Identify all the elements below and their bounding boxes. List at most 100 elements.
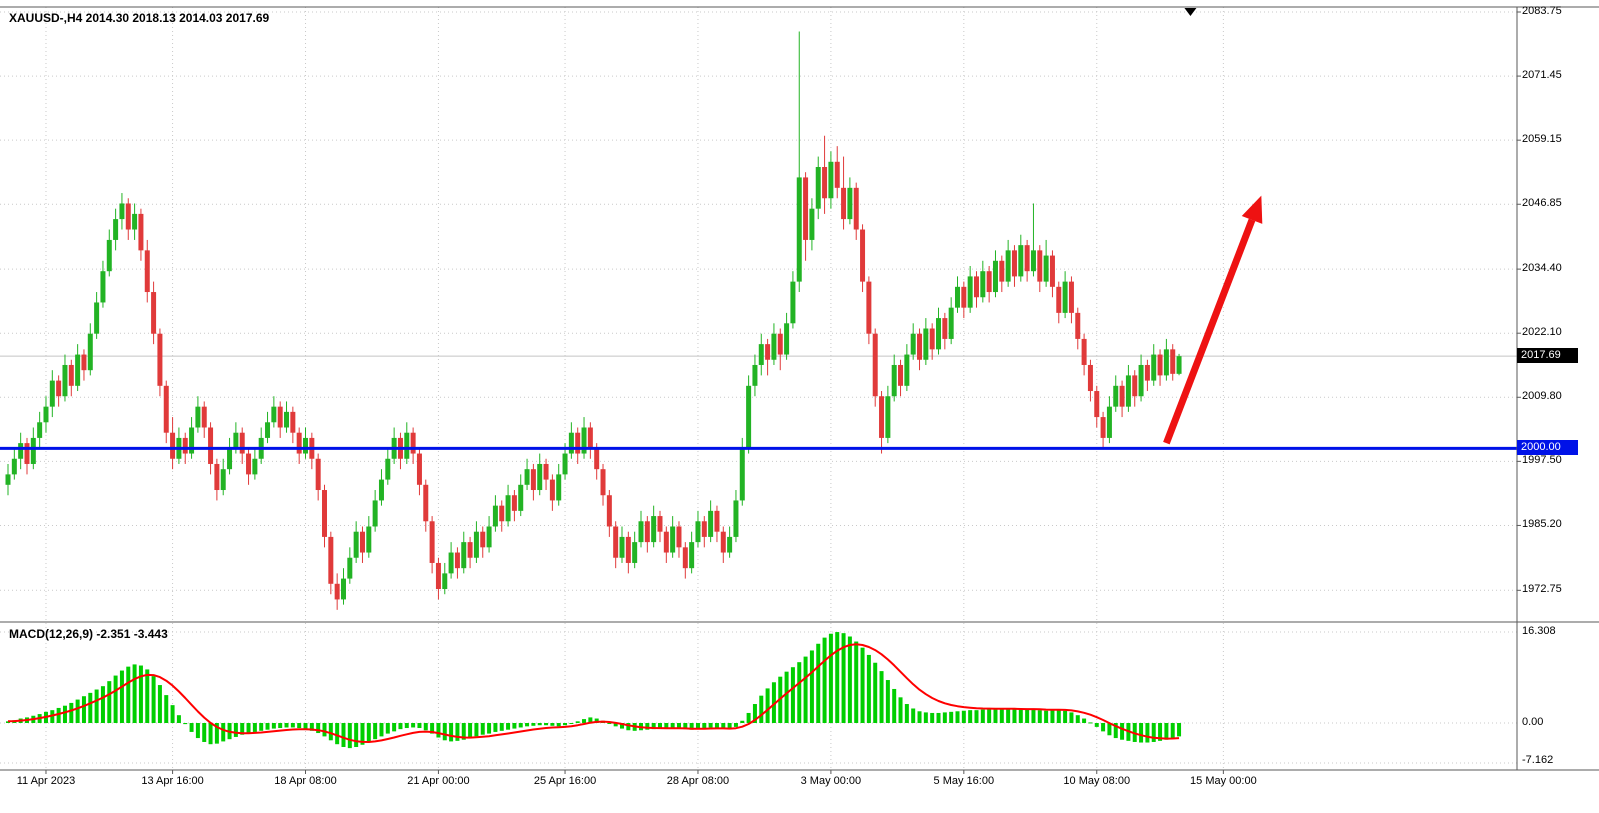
candle-bear — [973, 276, 979, 298]
candle-bear — [1119, 385, 1125, 407]
candle-bear — [499, 505, 505, 522]
trend-arrow-shaft[interactable] — [1163, 218, 1256, 445]
candle-bear — [600, 469, 606, 496]
macd-histogram-bar — [316, 723, 321, 734]
macd-histogram-bar — [828, 633, 833, 723]
macd-histogram-bar — [126, 666, 131, 723]
macd-histogram-bar — [411, 723, 416, 728]
macd-histogram-bar — [987, 709, 992, 723]
candle-bull — [739, 448, 745, 501]
candle-bear — [549, 479, 555, 501]
candle-bull — [233, 432, 239, 449]
macd-signal-line — [7, 643, 1180, 743]
macd-histogram-bar — [1088, 722, 1093, 724]
macd-histogram-bar — [145, 669, 150, 723]
macd-histogram-bar — [892, 688, 897, 723]
candle-bull — [891, 364, 897, 397]
macd-histogram-bar — [917, 711, 922, 723]
candle-bear — [860, 229, 866, 282]
candle-bull — [1176, 356, 1182, 374]
candle-bear — [201, 406, 207, 428]
candle-bear — [170, 432, 176, 459]
candle-bull — [1125, 375, 1131, 407]
candle-bear — [999, 260, 1005, 282]
candle-bear — [144, 250, 150, 293]
candle-bear — [898, 364, 904, 386]
candle-bull — [1062, 281, 1068, 313]
macd-histogram-bar — [1164, 723, 1169, 740]
macd-histogram-bar — [790, 667, 795, 723]
candle-bear — [942, 318, 948, 339]
macd-histogram-bar — [923, 712, 928, 723]
candle-bear — [644, 521, 650, 543]
macd-histogram-bar — [385, 723, 390, 734]
candle-bull — [733, 500, 739, 537]
macd-histogram-bar — [670, 723, 675, 729]
macd-histogram-bar — [1120, 723, 1125, 740]
macd-histogram-bar — [284, 723, 289, 728]
macd-histogram-bar — [493, 723, 498, 732]
time-axis-label: 15 May 00:00 — [1190, 775, 1257, 787]
chart-shift-marker-icon[interactable] — [1184, 8, 1197, 16]
candle-bear — [454, 552, 460, 569]
candle-bull — [796, 177, 802, 282]
candle-bull — [189, 427, 195, 454]
candle-bear — [765, 344, 771, 360]
candle-bear — [290, 411, 296, 433]
candle-bear — [872, 333, 878, 397]
candle-bear — [1011, 250, 1017, 277]
macd-histogram-bar — [626, 723, 631, 731]
macd-histogram-bar — [866, 654, 871, 723]
candle-bull — [252, 458, 258, 475]
macd-histogram-bar — [455, 723, 460, 741]
candle-bull — [18, 443, 24, 459]
macd-histogram-bar — [727, 723, 732, 730]
candle-bear — [1094, 391, 1100, 418]
candle-bear — [246, 453, 252, 475]
candle-bear — [359, 531, 365, 553]
candle-bear — [296, 432, 302, 454]
macd-histogram-bar — [518, 723, 523, 728]
macd-histogram-bar — [436, 723, 441, 738]
macd-histogram-bar — [841, 633, 846, 723]
candle-bull — [815, 166, 821, 209]
macd-histogram-bar — [689, 723, 694, 730]
candle-bull — [784, 323, 790, 355]
candle-bear — [68, 364, 74, 386]
macd-histogram-bar — [930, 712, 935, 723]
macd-histogram-bar — [240, 723, 245, 735]
macd-histogram-bar — [803, 656, 808, 723]
macd-histogram-bar — [936, 712, 941, 723]
candle-bear — [714, 510, 720, 532]
candle-bear — [1068, 281, 1074, 313]
time-axis-label: 28 Apr 08:00 — [666, 775, 730, 787]
macd-histogram-bar — [347, 723, 352, 749]
macd-histogram-bar — [809, 650, 814, 723]
macd-histogram-bar — [170, 705, 175, 723]
macd-histogram-bar — [335, 723, 340, 745]
macd-histogram-bar — [816, 643, 821, 723]
candle-bear — [530, 469, 536, 491]
candle-bear — [315, 458, 321, 491]
trend-arrow-head[interactable] — [1241, 195, 1263, 224]
macd-histogram-bar — [202, 723, 207, 742]
candle-bull — [486, 526, 492, 548]
candle-bear — [575, 432, 581, 454]
macd-histogram-bar — [651, 723, 656, 730]
candle-bull — [562, 453, 568, 475]
candle-bear — [1144, 364, 1150, 381]
macd-histogram-bar — [1082, 718, 1087, 723]
candle-bull — [366, 526, 372, 553]
macd-histogram-bar — [556, 723, 561, 727]
candle-bull — [347, 557, 353, 579]
macd-histogram-bar — [879, 671, 884, 723]
macd-histogram-bar — [271, 723, 276, 729]
macd-histogram-bar — [911, 708, 916, 723]
macd-histogram-bar — [442, 723, 447, 741]
macd-histogram-bar — [107, 681, 112, 723]
price-axis-label: 2083.75 — [1522, 5, 1562, 17]
candle-bull — [353, 531, 359, 558]
macd-histogram-bar — [430, 723, 435, 734]
candle-bull — [1005, 250, 1011, 282]
